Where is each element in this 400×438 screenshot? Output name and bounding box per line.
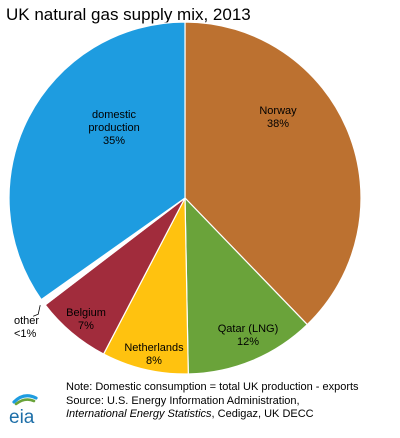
slice-label-line: Netherlands — [124, 342, 184, 354]
slice-label: Netherlands 8% — [124, 342, 184, 367]
slice-label-line: 8% — [146, 355, 162, 367]
slice-label-line: other — [14, 315, 39, 327]
eia-logo-text: eia — [9, 407, 35, 428]
note-line: Note: Domestic consumption = total UK pr… — [66, 381, 359, 393]
slice-label: Belgium 7% — [66, 307, 106, 332]
slice-label: Norway 38% — [259, 105, 297, 130]
chart-title: UK natural gas supply mix, 2013 — [6, 5, 251, 24]
slice-label-line: Belgium — [66, 307, 106, 319]
pie-slice — [184, 196, 309, 375]
pie-slice — [184, 21, 362, 326]
slice-label-line: 12% — [237, 336, 259, 348]
source-line: Source: U.S. Energy Information Administ… — [66, 394, 300, 407]
slice-label-line: 35% — [103, 135, 125, 147]
slice-label: domestic production 35% — [88, 109, 139, 147]
slice-label-line: 38% — [267, 118, 289, 130]
pie-slice — [8, 21, 186, 301]
slice-label-line: <1% — [14, 328, 37, 340]
slice-label: other <1% — [14, 315, 39, 340]
slice-label-line: 7% — [78, 320, 94, 332]
slice-label: Qatar (LNG) 12% — [218, 323, 279, 348]
pie-chart: Norway 38% Qatar (LNG) 12% Netherlands 8% Belg… — [8, 21, 362, 375]
leader-line — [33, 305, 41, 317]
chart-note: Note: Domestic consumption = total UK pr… — [66, 381, 359, 422]
slice-label-line: Norway — [259, 105, 297, 117]
slice-label-line: Qatar (LNG) — [218, 323, 279, 335]
source-line-continued: International Energy Statistics, Cedigaz… — [66, 408, 359, 422]
source-rest: , Cedigaz, UK DECC — [211, 408, 314, 420]
slice-label-line: production — [88, 122, 139, 134]
source-italic: International Energy Statistics — [66, 408, 212, 420]
slice-label-line: domestic — [92, 109, 137, 121]
eia-logo: eia — [9, 394, 38, 428]
